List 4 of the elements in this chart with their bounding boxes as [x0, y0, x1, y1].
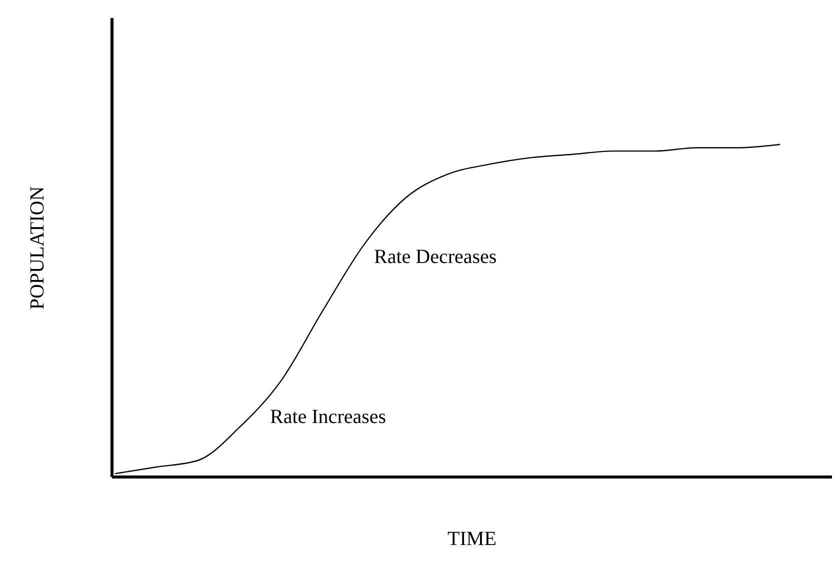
annotation: Rate Increases — [270, 406, 386, 429]
x-axis-title: TIME — [446, 528, 498, 551]
y-axis-title: POPULATION — [26, 186, 50, 310]
annotation: Rate Decreases — [374, 246, 497, 269]
